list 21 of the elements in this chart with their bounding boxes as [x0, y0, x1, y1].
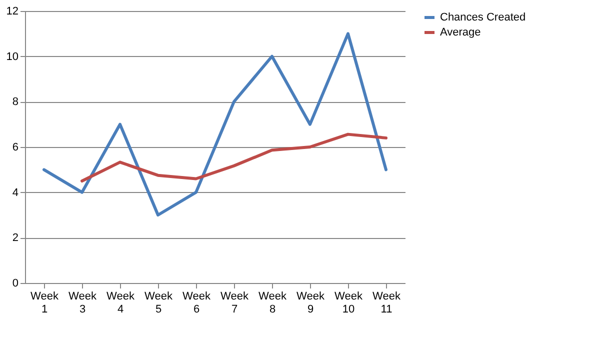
x-tick-label: Week 5: [144, 290, 173, 316]
y-tick-label: 12: [6, 6, 18, 18]
y-tick-label: 10: [6, 50, 18, 63]
x-tick-label: Week 9: [296, 290, 325, 316]
legend-label: Average: [440, 26, 481, 38]
x-tick-label: Week 4: [106, 290, 135, 316]
y-tick-label: 4: [12, 186, 18, 199]
x-tick-label: Week 1: [30, 290, 59, 316]
line-series: [42, 32, 388, 216]
x-tick-label: Week 6: [182, 290, 211, 316]
x-tick-label: Week 10: [334, 290, 363, 316]
x-tick-label: Week 3: [68, 290, 97, 316]
x-tick-label: Week 8: [258, 290, 287, 316]
x-tick-label: Week 11: [372, 290, 401, 316]
y-tick-label: 6: [12, 142, 18, 154]
y-tick-label: 2: [12, 232, 18, 244]
x-tick-label: Week 7: [220, 290, 249, 316]
line-series: [80, 132, 388, 182]
legend-label: Chances Created: [440, 12, 526, 24]
y-tick-label: 0: [12, 278, 18, 290]
y-tick-label: 8: [12, 96, 18, 108]
